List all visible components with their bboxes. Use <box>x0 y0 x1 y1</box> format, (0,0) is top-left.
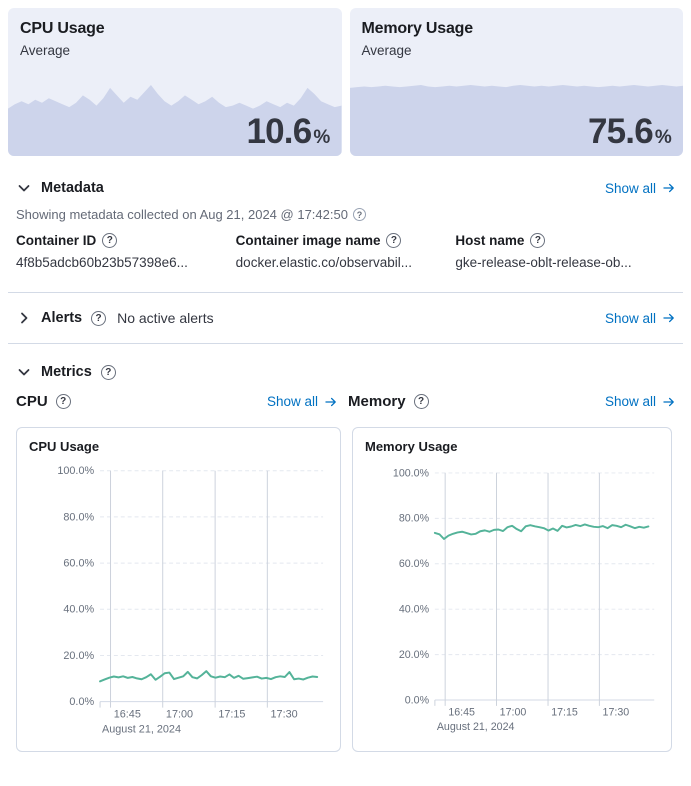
asset-details-page: CPU Usage Average 10.6 % Memory Usage Av… <box>0 0 691 760</box>
question-circle-icon[interactable] <box>100 364 116 380</box>
svg-text:80.0%: 80.0% <box>399 513 430 525</box>
kpi-subtitle: Average <box>20 43 71 58</box>
memory-sparkline-area <box>349 84 683 156</box>
svg-text:80.0%: 80.0% <box>63 511 94 523</box>
metrics-section-header: Metrics <box>8 364 683 380</box>
arrow-right-icon <box>663 397 674 406</box>
kpi-value-unit: % <box>313 127 330 148</box>
svg-text:17:30: 17:30 <box>603 707 630 719</box>
kpi-value: 75.6 % <box>587 112 672 152</box>
metadata-show-all-link[interactable]: Show all <box>605 181 675 196</box>
arrow-right-icon <box>325 397 336 406</box>
svg-text:0.0%: 0.0% <box>405 694 430 706</box>
svg-text:20.0%: 20.0% <box>63 650 94 662</box>
alerts-status-text: No active alerts <box>117 310 214 326</box>
charts-row: CPU Usage 100.0% 80.0% 60.0% 40.0% 20.0% 0.0%… <box>8 427 683 752</box>
field-value[interactable]: docker.elastic.co/observabil... <box>235 255 413 270</box>
svg-text:100.0%: 100.0% <box>57 465 94 477</box>
metadata-field-container-id: Container ID 4f8b5adcb60b23b57398e6... <box>16 233 236 270</box>
kpi-value-number: 75.6 <box>587 112 654 151</box>
svg-text:60.0%: 60.0% <box>63 558 94 570</box>
svg-text:20.0%: 20.0% <box>399 649 430 661</box>
question-circle-icon[interactable] <box>102 233 118 248</box>
kpi-title: Memory Usage <box>361 20 474 37</box>
cpu-sparkline-area <box>8 84 342 156</box>
question-circle-icon[interactable] <box>413 394 429 409</box>
chevron-down-icon[interactable] <box>16 180 32 196</box>
field-value[interactable]: 4f8b5adcb60b23b57398e6... <box>16 255 188 270</box>
svg-text:100.0%: 100.0% <box>393 467 430 479</box>
memory-column-header: Memory Show all <box>348 393 675 410</box>
svg-text:August 21, 2024: August 21, 2024 <box>437 721 515 733</box>
kpi-value: 10.6 % <box>246 112 330 152</box>
svg-text:16:45: 16:45 <box>448 707 475 719</box>
question-circle-icon[interactable] <box>530 233 546 248</box>
divider <box>8 292 683 293</box>
show-all-label: Show all <box>604 310 656 326</box>
chevron-right-icon[interactable] <box>16 310 32 326</box>
field-label: Container image name <box>235 233 381 248</box>
svg-text:16:45: 16:45 <box>114 708 141 720</box>
show-all-label: Show all <box>604 394 656 409</box>
chart-title: Memory Usage <box>365 439 458 454</box>
question-circle-icon[interactable] <box>386 233 402 248</box>
metadata-fields: Container ID 4f8b5adcb60b23b57398e6... C… <box>8 233 683 270</box>
svg-text:40.0%: 40.0% <box>63 604 94 616</box>
cpu-column-header: CPU Show all <box>16 393 337 410</box>
field-label: Host name <box>455 233 525 248</box>
svg-text:17:15: 17:15 <box>218 708 245 720</box>
question-circle-icon[interactable] <box>91 310 107 326</box>
chart-title: CPU Usage <box>29 439 100 454</box>
memory-show-all-link[interactable]: Show all <box>605 394 675 409</box>
metadata-collected-note: Showing metadata collected on Aug 21, 20… <box>8 207 683 222</box>
memory-usage-line-chart: 100.0% 80.0% 60.0% 40.0% 20.0% 0.0% 16:45 17:00… <box>393 467 655 733</box>
field-value[interactable]: gke-release-oblt-release-ob... <box>455 255 632 270</box>
cpu-usage-chart-panel[interactable]: CPU Usage 100.0% 80.0% 60.0% 40.0% 20.0% 0.0%… <box>16 427 341 752</box>
kpi-title: CPU Usage <box>20 20 105 37</box>
kpi-card-memory[interactable]: Memory Usage Average 75.6 % <box>349 8 683 156</box>
memory-column-title: Memory <box>348 393 406 410</box>
alerts-section-title: Alerts <box>41 310 83 326</box>
arrow-right-icon <box>663 313 674 323</box>
cpu-show-all-link[interactable]: Show all <box>267 394 337 409</box>
svg-text:60.0%: 60.0% <box>399 558 430 570</box>
metrics-section-title: Metrics <box>41 364 92 380</box>
kpi-card-row: CPU Usage Average 10.6 % Memory Usage Av… <box>8 8 683 156</box>
metadata-section-header: Metadata Show all <box>8 180 683 196</box>
arrow-right-icon <box>663 183 674 193</box>
kpi-subtitle: Average <box>361 43 412 58</box>
chevron-down-icon[interactable] <box>16 364 32 380</box>
metadata-section-title: Metadata <box>41 180 104 196</box>
metadata-field-host-name: Host name gke-release-oblt-release-ob... <box>455 233 675 270</box>
show-all-label: Show all <box>267 394 319 409</box>
cpu-usage-line-chart: 100.0% 80.0% 60.0% 40.0% 20.0% 0.0% 16:45 17:00… <box>57 465 324 735</box>
memory-usage-chart-panel[interactable]: Memory Usage 100.0% 80.0% 60.0% 40.0% 20.0% 0… <box>352 427 672 752</box>
question-circle-icon[interactable] <box>352 208 366 221</box>
svg-text:August 21, 2024: August 21, 2024 <box>102 723 181 735</box>
field-label: Container ID <box>16 233 97 248</box>
question-circle-icon[interactable] <box>55 394 71 409</box>
cpu-column-title: CPU <box>16 393 48 410</box>
svg-text:17:30: 17:30 <box>271 708 298 720</box>
svg-text:17:00: 17:00 <box>166 708 193 720</box>
svg-text:0.0%: 0.0% <box>69 696 94 708</box>
show-all-label: Show all <box>604 180 656 196</box>
metadata-collected-text: Showing metadata collected on Aug 21, 20… <box>16 207 348 222</box>
alerts-section-header: Alerts No active alerts Show all <box>8 293 683 343</box>
kpi-card-cpu[interactable]: CPU Usage Average 10.6 % <box>8 8 342 156</box>
metadata-field-container-image: Container image name docker.elastic.co/o… <box>236 233 456 270</box>
svg-text:17:15: 17:15 <box>551 707 578 719</box>
svg-text:40.0%: 40.0% <box>399 604 430 616</box>
kpi-value-number: 10.6 <box>246 112 312 151</box>
kpi-value-unit: % <box>654 127 672 148</box>
svg-text:17:00: 17:00 <box>500 707 527 719</box>
divider <box>8 343 683 344</box>
alerts-show-all-link[interactable]: Show all <box>605 311 675 326</box>
metric-column-headers: CPU Show all Memory Show all <box>8 393 683 410</box>
